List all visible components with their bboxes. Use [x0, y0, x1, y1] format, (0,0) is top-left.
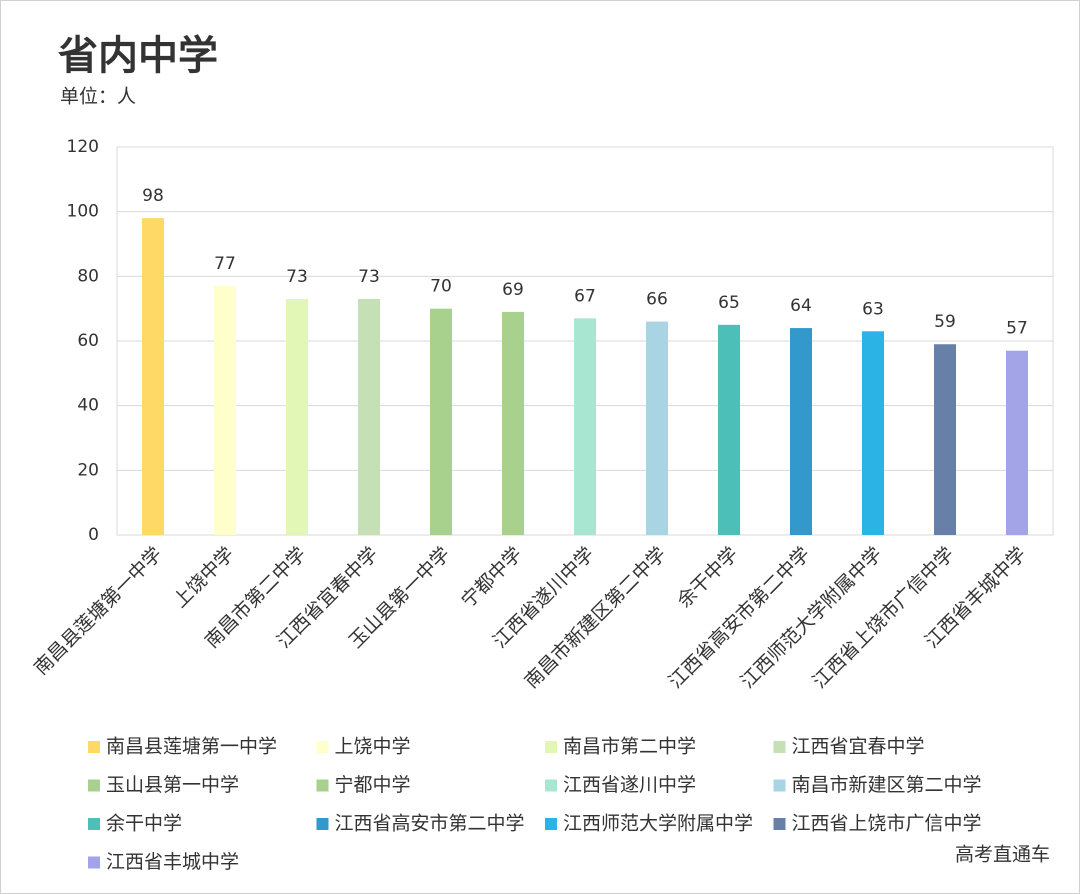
bar — [142, 218, 164, 535]
legend-swatch — [773, 818, 786, 830]
legend-swatch — [545, 779, 557, 792]
chart-title: 省内中学 — [58, 33, 218, 79]
bar — [718, 324, 740, 535]
y-tick-label: 0 — [88, 525, 99, 545]
legend-swatch — [88, 818, 100, 830]
value-label: 57 — [1006, 319, 1028, 339]
bar — [574, 318, 596, 535]
value-label: 59 — [934, 312, 956, 332]
legend-swatch — [773, 779, 786, 792]
legend-swatch — [316, 741, 329, 753]
watermark: 高考直通车 — [955, 844, 1050, 866]
bar — [934, 344, 956, 535]
legend-label: 江西省宜春中学 — [792, 736, 925, 758]
legend-label: 江西省丰城中学 — [106, 851, 239, 873]
legend-label: 江西省遂川中学 — [563, 774, 696, 796]
bar — [358, 298, 380, 535]
legend-swatch — [545, 741, 557, 753]
bar — [286, 298, 308, 535]
legend-swatch — [316, 779, 329, 792]
legend-swatch — [88, 779, 100, 792]
legend-label: 江西省上饶市广信中学 — [792, 813, 982, 835]
value-label: 70 — [430, 277, 452, 297]
value-label: 66 — [646, 290, 668, 310]
legend-label: 南昌市新建区第二中学 — [792, 774, 982, 796]
value-label: 64 — [790, 296, 812, 316]
bar — [646, 321, 668, 535]
legend-swatch — [88, 856, 100, 869]
legend-label: 江西师范大学附属中学 — [563, 813, 753, 835]
value-label: 73 — [358, 267, 380, 287]
value-label: 67 — [574, 286, 596, 306]
bar — [862, 331, 884, 535]
legend-swatch — [88, 741, 100, 753]
value-label: 69 — [502, 280, 524, 300]
y-tick-label: 120 — [67, 137, 99, 157]
legend-swatch — [316, 818, 329, 830]
y-tick-label: 60 — [77, 331, 99, 351]
bar — [214, 286, 236, 535]
legend-label: 江西省高安市第二中学 — [335, 813, 525, 835]
bar — [1006, 350, 1028, 535]
legend-swatch — [545, 818, 557, 830]
legend-label: 宁都中学 — [335, 774, 411, 796]
value-label: 73 — [286, 267, 308, 287]
legend-label: 玉山县第一中学 — [106, 774, 239, 796]
y-tick-label: 40 — [77, 396, 99, 416]
y-tick-label: 80 — [77, 266, 99, 286]
legend-label: 南昌市第二中学 — [563, 736, 696, 758]
y-tick-label: 20 — [77, 460, 99, 480]
bar — [790, 328, 812, 535]
value-label: 65 — [718, 293, 740, 313]
value-label: 98 — [142, 186, 164, 206]
value-label: 63 — [862, 299, 884, 319]
value-label: 77 — [214, 254, 236, 274]
legend-swatch — [773, 741, 786, 753]
legend-label: 余干中学 — [106, 813, 182, 835]
bar — [430, 308, 452, 535]
chart-subtitle: 单位：人 — [60, 86, 136, 108]
y-tick-label: 100 — [67, 202, 99, 222]
legend-label: 上饶中学 — [335, 736, 411, 758]
legend-label: 南昌县莲塘第一中学 — [106, 736, 277, 758]
bar — [502, 311, 524, 535]
